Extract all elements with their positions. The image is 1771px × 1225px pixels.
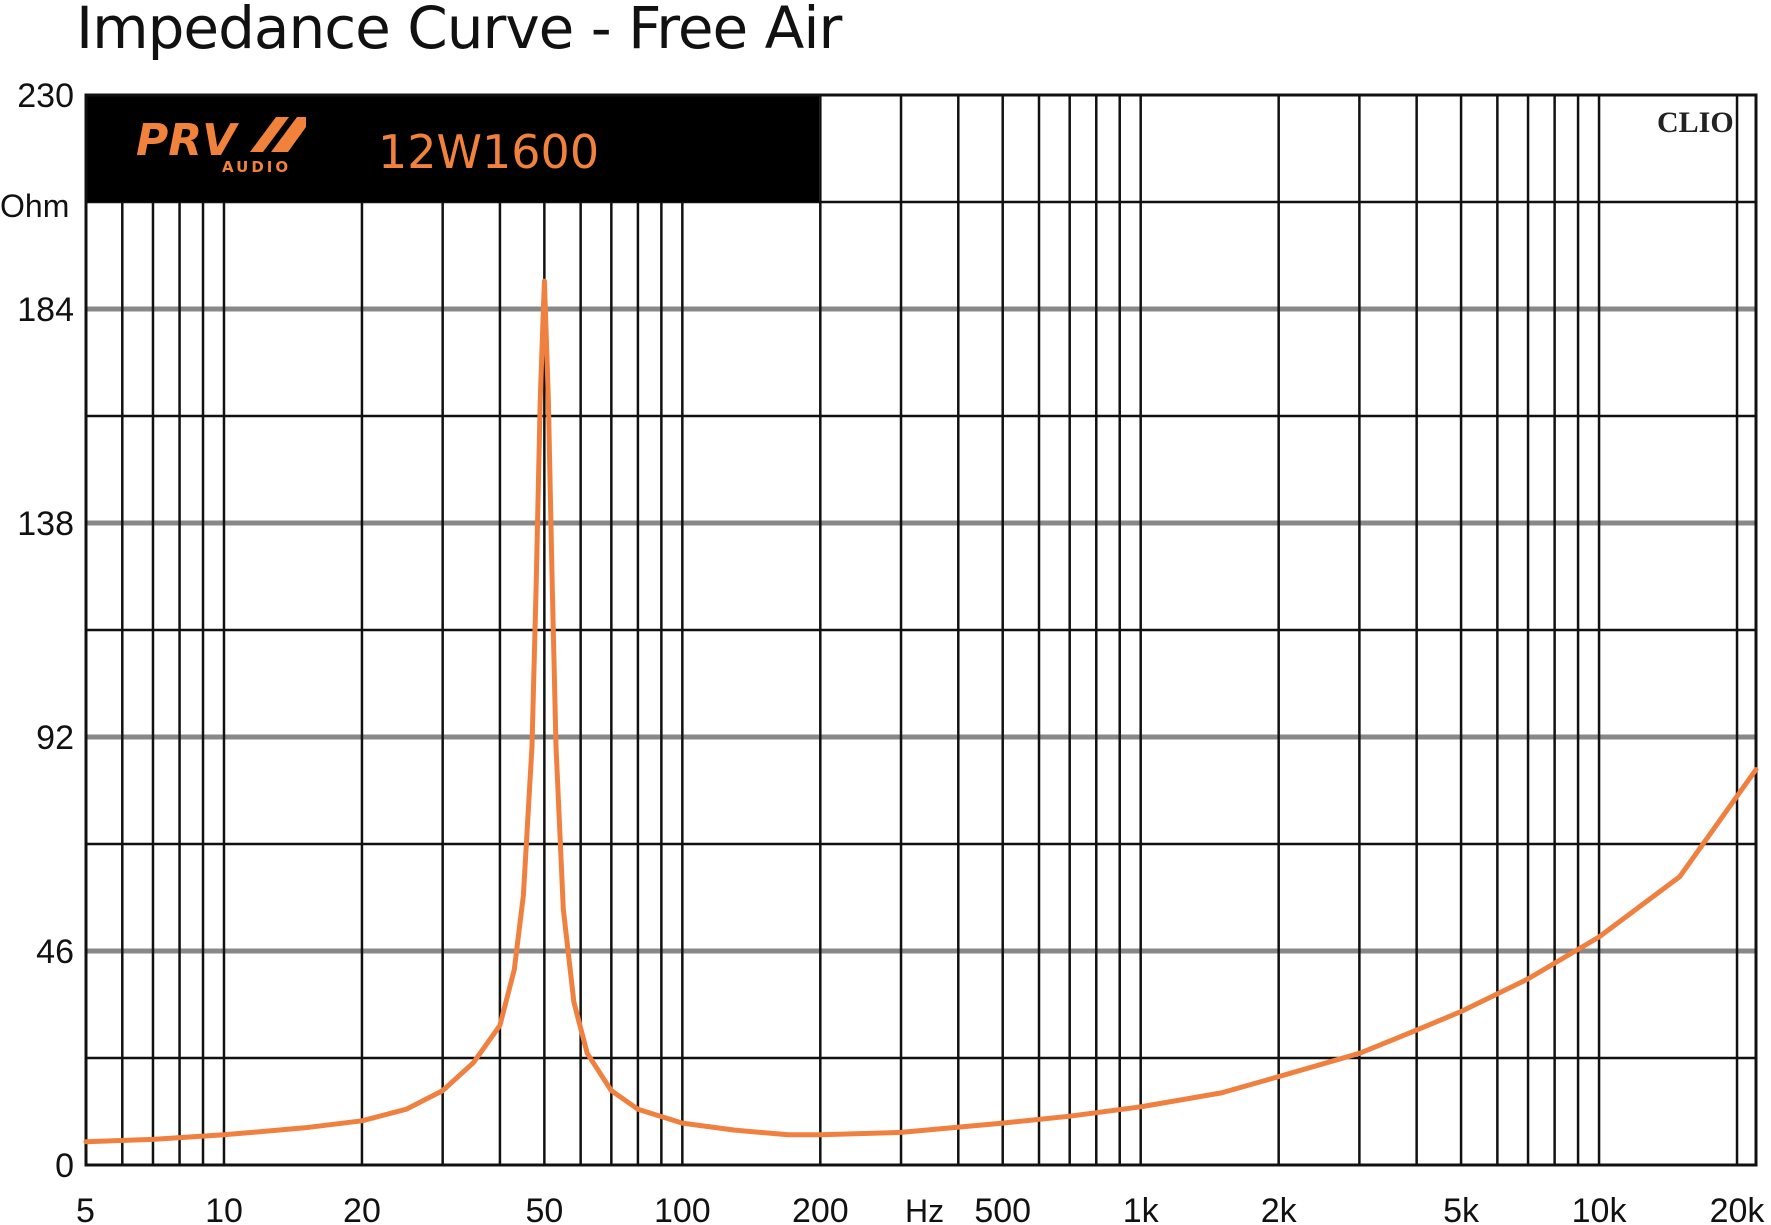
logo-slash-mark bbox=[250, 117, 306, 152]
grid-major-lines bbox=[86, 95, 1756, 1165]
y-tick-labels: 0 46 92 138 184 230 bbox=[17, 77, 74, 1185]
grid-minor-lines bbox=[86, 306, 1756, 954]
y-tick-label: 184 bbox=[17, 291, 74, 329]
chart-title: Impedance Curve - Free Air bbox=[76, 0, 842, 62]
x-unit-label: Hz bbox=[905, 1193, 944, 1225]
y-tick-label: 46 bbox=[36, 933, 74, 971]
x-tick-label: 20 bbox=[343, 1192, 381, 1225]
y-unit-label: Ohm bbox=[0, 188, 69, 224]
brand-name: PRV bbox=[136, 115, 239, 166]
prv-logo: PRV AUDIO bbox=[136, 115, 306, 176]
x-tick-label: 200 bbox=[792, 1192, 849, 1225]
y-tick-label: 92 bbox=[36, 719, 74, 757]
x-tick-labels: 5 10 20 50 100 200 500 1k 2k 5k 10k 20k bbox=[76, 1192, 1765, 1225]
x-tick-label: 100 bbox=[654, 1192, 711, 1225]
impedance-curve bbox=[83, 278, 1759, 1145]
brand-banner: PRV AUDIO 12W1600 bbox=[86, 95, 819, 202]
x-tick-label: 2k bbox=[1261, 1192, 1298, 1225]
model-name: 12W1600 bbox=[378, 125, 599, 179]
x-tick-label: 20k bbox=[1710, 1192, 1766, 1225]
y-tick-label: 230 bbox=[17, 77, 74, 115]
x-tick-label: 500 bbox=[974, 1192, 1031, 1225]
y-tick-label: 0 bbox=[55, 1147, 74, 1185]
clio-watermark: CLIO bbox=[1657, 106, 1734, 139]
x-tick-label: 10k bbox=[1572, 1192, 1628, 1225]
plot-border bbox=[84, 93, 1758, 1167]
brand-subname: AUDIO bbox=[222, 158, 291, 176]
x-tick-label: 1k bbox=[1123, 1192, 1160, 1225]
x-tick-label: 5 bbox=[76, 1192, 95, 1225]
banner-background bbox=[86, 95, 819, 202]
x-tick-label: 50 bbox=[525, 1192, 563, 1225]
x-tick-label: 5k bbox=[1443, 1192, 1480, 1225]
y-tick-label: 138 bbox=[17, 505, 74, 543]
x-tick-label: 10 bbox=[205, 1192, 243, 1225]
